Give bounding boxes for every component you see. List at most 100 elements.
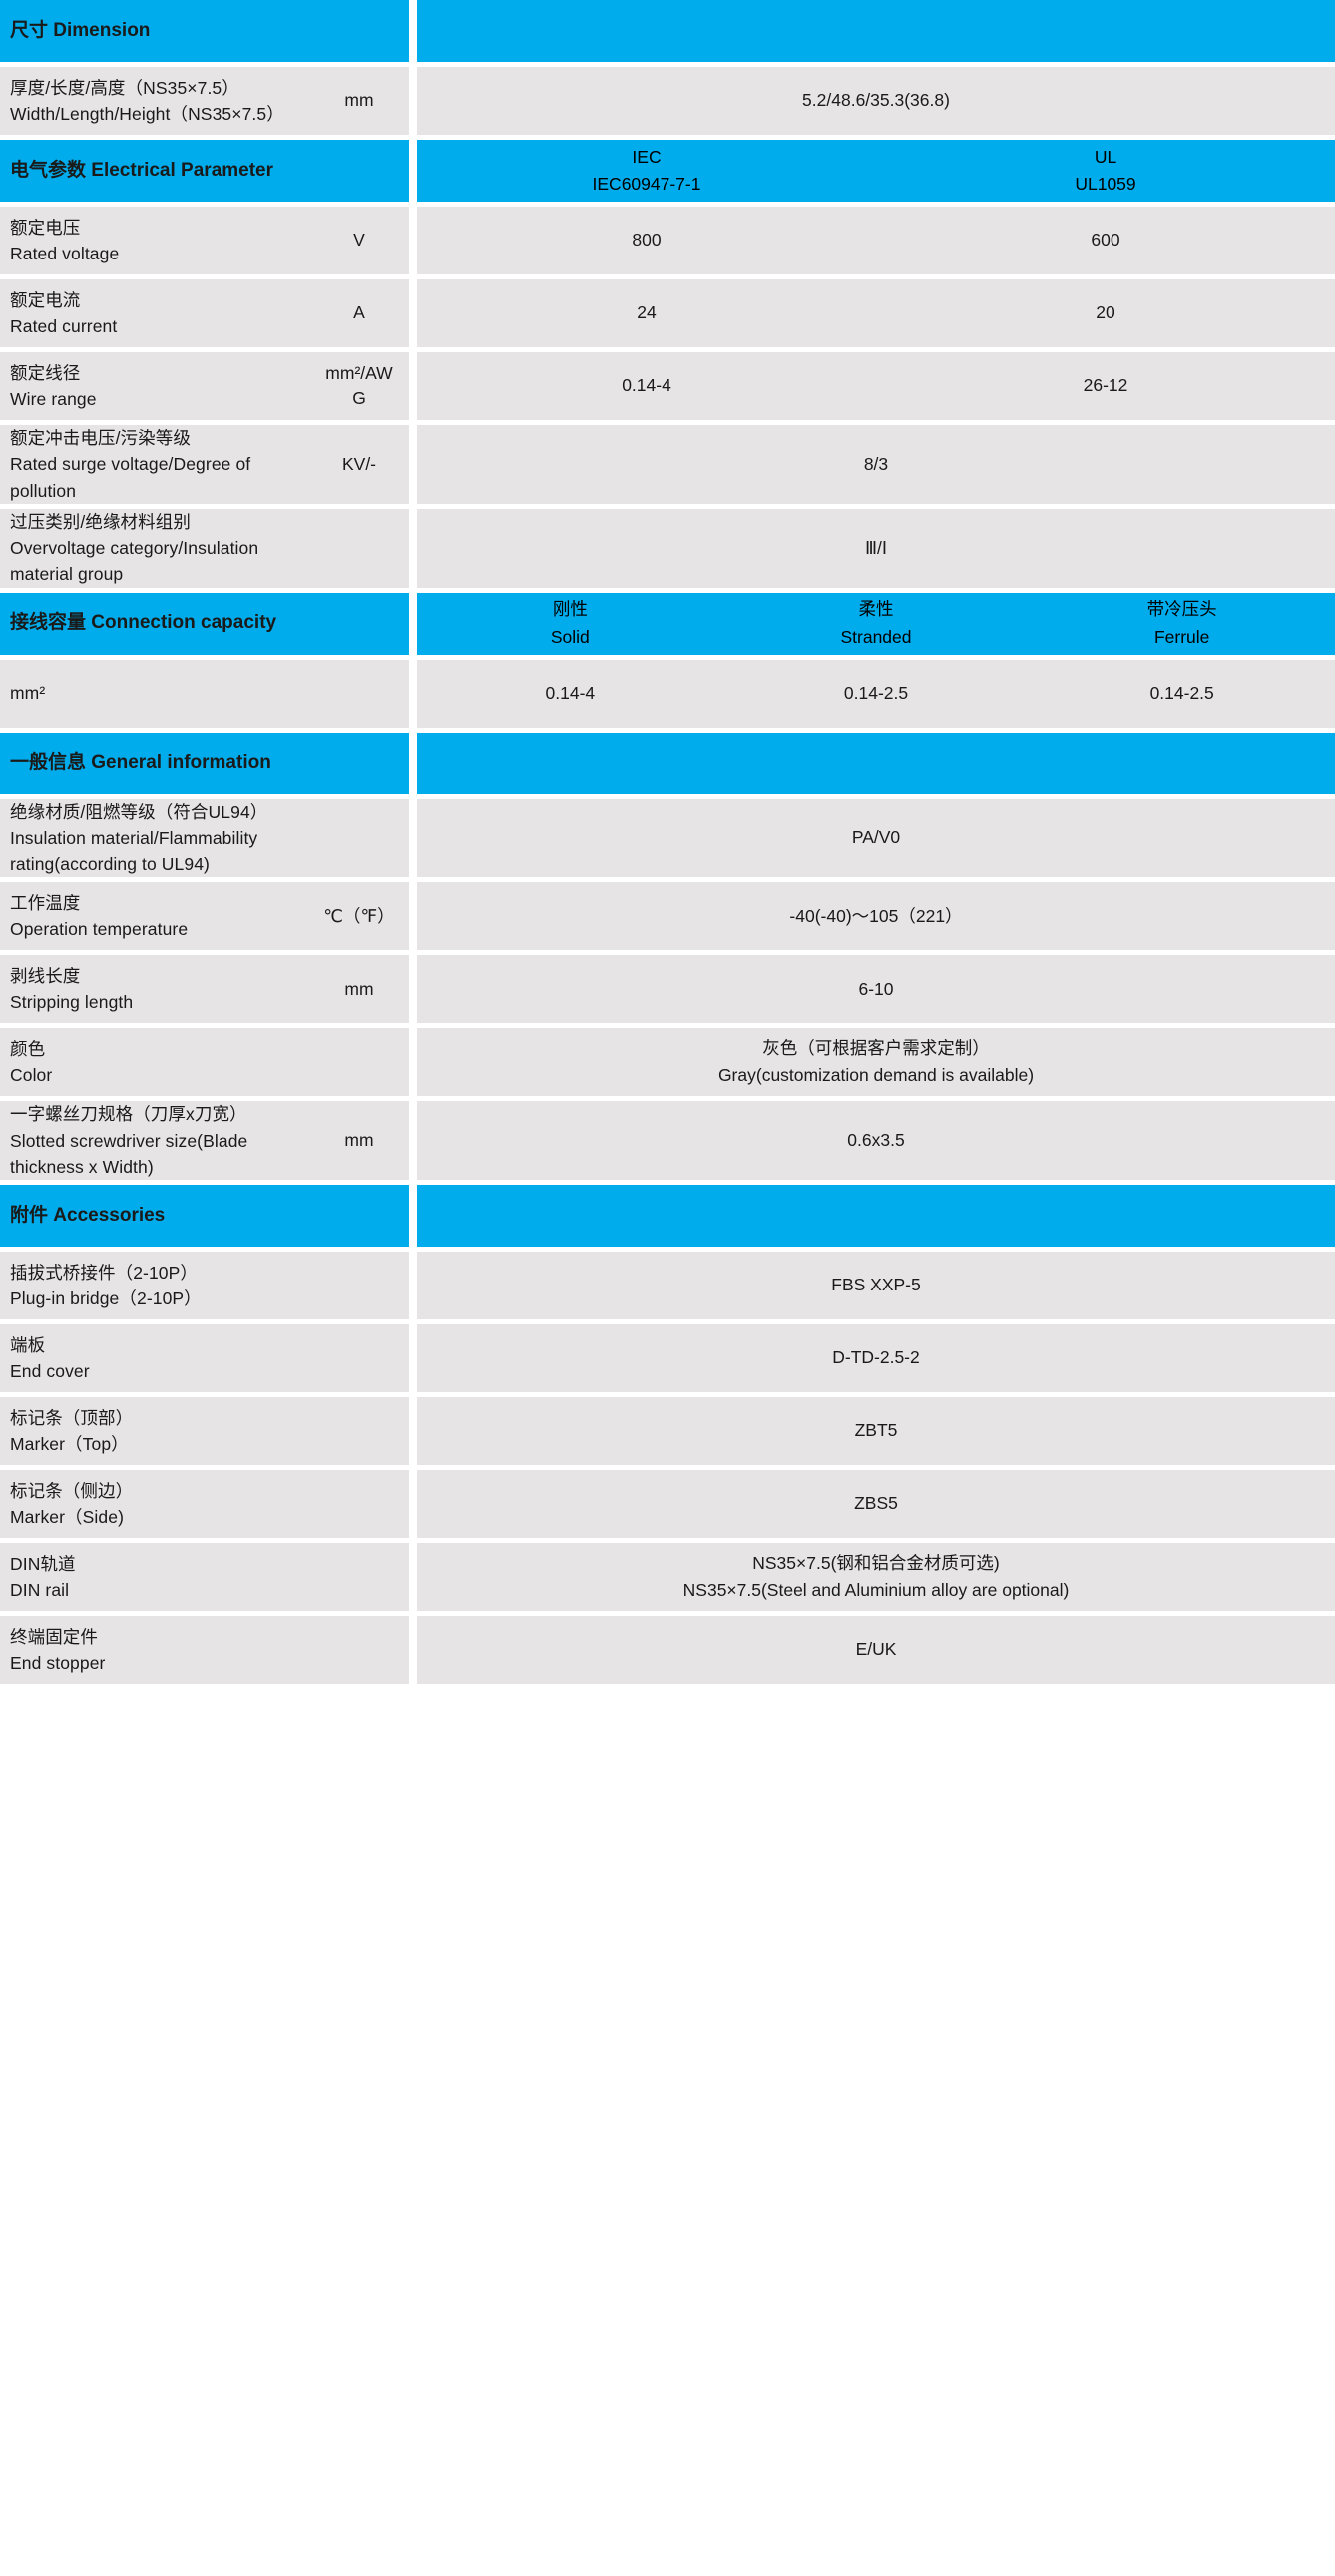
- section-header-value-cell: [417, 1185, 1335, 1247]
- row-label-text: 过压类别/绝缘材料组别 Overvoltage category/Insulat…: [10, 509, 311, 588]
- section-title-electrical: 电气参数 Electrical Parameter: [10, 159, 274, 181]
- column-gap: [409, 593, 417, 655]
- label-cn: 额定线径: [10, 362, 81, 383]
- label-cn: 剥线长度: [10, 966, 81, 986]
- row-label-text: 插拔式桥接件（2-10P） Plug-in bridge（2-10P）: [10, 1260, 311, 1312]
- label-en: Rated surge voltage/Degree of pollution: [10, 454, 251, 501]
- value-text: 灰色（可根据客户需求定制） Gray(customization demand …: [417, 1035, 1335, 1089]
- section-header-electrical: 电气参数 Electrical Parameter IEC IEC60947-7…: [0, 140, 1335, 202]
- label-en: Wire range: [10, 389, 97, 409]
- label-cn: 额定电压: [10, 217, 81, 238]
- column-gap: [409, 1252, 417, 1319]
- value-line-en: Gray(customization demand is available): [717, 1065, 1035, 1086]
- row-value-cell: 灰色（可根据客户需求定制） Gray(customization demand …: [417, 1028, 1335, 1097]
- column-gap: [409, 1324, 417, 1392]
- column-gap: [409, 1185, 417, 1247]
- row-value-cell: D-TD-2.5-2: [417, 1324, 1335, 1392]
- row-label-text: 额定线径 Wire range: [10, 360, 311, 413]
- unit-line-1: mm²/AW: [325, 362, 393, 383]
- row-value-cell: E/UK: [417, 1616, 1335, 1684]
- row-unit: mm: [344, 978, 374, 999]
- section-header-label-cell: 附件 Accessories: [0, 1185, 409, 1247]
- row-value-cell: 0.14-4 0.14-2.5 0.14-2.5: [417, 659, 1335, 728]
- column-gap: [409, 425, 417, 504]
- conductor-name-cn: 柔性: [858, 599, 894, 620]
- row-label-text: DIN轨道 DIN rail: [10, 1551, 311, 1604]
- row-label-text: 端板 End cover: [10, 1332, 311, 1385]
- section-header-label-cell: 接线容量 Connection capacity: [0, 592, 409, 655]
- label-en: DIN rail: [10, 1580, 70, 1600]
- table-row: 剥线长度 Stripping length mm 6-10: [0, 955, 1335, 1024]
- row-value-cell: 0.6x3.5: [417, 1101, 1335, 1180]
- row-label-text: 额定电压 Rated voltage: [10, 215, 311, 267]
- row-label-cell-operation-temperature: 工作温度 Operation temperature ℃（℉）: [0, 882, 409, 951]
- row-value-cell: Ⅲ/Ⅰ: [417, 508, 1335, 588]
- table-row: 额定线径 Wire range mm²/AW G 0.14-4 26-12: [0, 352, 1335, 420]
- row-unit: ℃（℉）: [323, 905, 395, 926]
- row-label-cell-screwdriver-size: 一字螺丝刀规格（刀厚x刀宽） Slotted screwdriver size(…: [0, 1101, 409, 1180]
- value-text: 5.2/48.6/35.3(36.8): [802, 90, 950, 111]
- table-row: 厚度/长度/高度（NS35×7.5） Width/Length/Height（N…: [0, 67, 1335, 135]
- standard-code: UL1059: [1075, 174, 1136, 194]
- label-en: Slotted screwdriver size(Blade thickness…: [10, 1130, 248, 1177]
- section-header-label-cell: 一般信息 General information: [0, 732, 409, 794]
- value-line-cn: NS35×7.5(钢和铝合金材质可选): [752, 1552, 1000, 1573]
- standard-code: IEC60947-7-1: [592, 174, 701, 194]
- section-title-accessories: 附件 Accessories: [10, 1204, 166, 1226]
- value-text: FBS XXP-5: [831, 1275, 921, 1295]
- section-title-connection-capacity: 接线容量 Connection capacity: [10, 612, 277, 634]
- table-row: 一字螺丝刀规格（刀厚x刀宽） Slotted screwdriver size(…: [0, 1101, 1335, 1180]
- standard-name: UL: [1094, 146, 1117, 167]
- row-label-text: 剥线长度 Stripping length: [10, 963, 311, 1016]
- row-label-cell-rated-voltage: 额定电压 Rated voltage V: [0, 207, 409, 274]
- label-cn: 终端固定件: [10, 1626, 98, 1647]
- row-value-cell: 6-10: [417, 955, 1335, 1024]
- table-row: 额定电流 Rated current A 24 20: [0, 279, 1335, 347]
- row-label-cell-marker-top: 标记条（顶部） Marker（Top）: [0, 1397, 409, 1465]
- table-row: 插拔式桥接件（2-10P） Plug-in bridge（2-10P） FBS …: [0, 1252, 1335, 1319]
- table-row: DIN轨道 DIN rail NS35×7.5(钢和铝合金材质可选) NS35×…: [0, 1543, 1335, 1611]
- section-title-dimension: 尺寸 Dimension: [10, 19, 151, 41]
- table-row: 额定冲击电压/污染等级 Rated surge voltage/Degree o…: [0, 425, 1335, 504]
- section-header-label-cell: 电气参数 Electrical Parameter: [0, 140, 409, 202]
- label-cn: 额定电流: [10, 289, 81, 310]
- label-cn: 端板: [10, 1334, 46, 1355]
- row-label-cell-plug-in-bridge: 插拔式桥接件（2-10P） Plug-in bridge（2-10P）: [0, 1252, 409, 1319]
- value-text: ZBT5: [854, 1420, 898, 1441]
- label-cn: 过压类别/绝缘材料组别: [10, 511, 191, 532]
- label-cn: 插拔式桥接件（2-10P）: [10, 1262, 198, 1283]
- conductor-type-header-cell: 刚性 Solid 柔性 Stranded 带冷压头 Ferrule: [417, 592, 1335, 655]
- column-gap: [409, 1470, 417, 1538]
- specification-table: 尺寸 Dimension 厚度/长度/高度（NS35×7.5） Width/Le…: [0, 0, 1335, 1684]
- row-label-cell-din-rail: DIN轨道 DIN rail: [0, 1543, 409, 1611]
- value-solid: 0.14-4: [545, 682, 596, 703]
- column-gap: [409, 1028, 417, 1096]
- row-value-cell: ZBS5: [417, 1470, 1335, 1538]
- label-en: Operation temperature: [10, 919, 189, 940]
- column-gap: [409, 67, 417, 135]
- standard-name: IEC: [632, 146, 662, 167]
- column-gap: [409, 660, 417, 728]
- column-gap: [409, 955, 417, 1023]
- value-text: E/UK: [855, 1639, 897, 1660]
- section-header-label-cell: 尺寸 Dimension: [0, 0, 409, 62]
- row-label-cell-color: 颜色 Color: [0, 1028, 409, 1097]
- column-gap: [409, 733, 417, 794]
- value-line-cn: 灰色（可根据客户需求定制）: [762, 1038, 990, 1059]
- row-label-text: 标记条（顶部） Marker（Top）: [10, 1405, 311, 1458]
- label-en: Color: [10, 1065, 53, 1086]
- row-value-cell: 0.14-4 26-12: [417, 352, 1335, 420]
- label-en: Plug-in bridge（2-10P）: [10, 1288, 202, 1308]
- row-value-cell: FBS XXP-5: [417, 1252, 1335, 1319]
- standard-column-iec: IEC IEC60947-7-1: [417, 144, 876, 198]
- label-en: Marker（Top）: [10, 1434, 129, 1454]
- label-cn: mm²: [10, 683, 46, 704]
- column-gap: [409, 799, 417, 878]
- table-row: mm² 0.14-4 0.14-2.5 0.14-2.5: [0, 659, 1335, 728]
- table-row: 过压类别/绝缘材料组别 Overvoltage category/Insulat…: [0, 508, 1335, 588]
- value-text: 8/3: [863, 453, 889, 474]
- row-label-text: 厚度/长度/高度（NS35×7.5） Width/Length/Height（N…: [10, 75, 311, 128]
- label-en: End cover: [10, 1361, 90, 1381]
- conductor-name-cn: 带冷压头: [1146, 599, 1217, 620]
- row-label-cell-end-cover: 端板 End cover: [0, 1324, 409, 1392]
